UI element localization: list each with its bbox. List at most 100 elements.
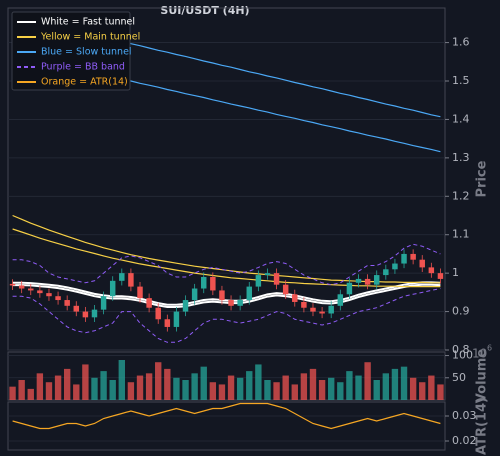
y-tick-label: 1.6 bbox=[452, 36, 470, 49]
indicator-line bbox=[12, 283, 441, 308]
atr-line bbox=[12, 402, 441, 430]
candle-body bbox=[100, 296, 107, 310]
scale-exponent: 6 bbox=[487, 344, 492, 353]
y-tick-label: 1.1 bbox=[452, 228, 470, 241]
candle-body bbox=[228, 300, 234, 306]
candle-body bbox=[46, 293, 52, 297]
scale-base: 10 bbox=[472, 347, 487, 361]
y-tick-label: 1.3 bbox=[452, 151, 470, 164]
candle-body bbox=[401, 253, 407, 264]
volume-bar bbox=[382, 373, 390, 400]
volume-bar bbox=[127, 382, 135, 400]
candle-body bbox=[173, 311, 180, 327]
plot-area bbox=[9, 360, 444, 400]
panel-frame bbox=[7, 351, 446, 401]
volume-bar bbox=[236, 377, 244, 400]
volume-bar bbox=[391, 368, 399, 400]
candle-body bbox=[28, 288, 34, 291]
candle-body bbox=[155, 307, 161, 320]
candle-body bbox=[410, 253, 416, 260]
y-tick-label: 1 bbox=[452, 266, 459, 279]
volume-bar bbox=[346, 371, 353, 400]
volume-bar bbox=[36, 373, 44, 400]
volume-bar bbox=[300, 373, 308, 400]
candle-body bbox=[328, 305, 334, 314]
volume-bar bbox=[100, 371, 107, 400]
candle-body bbox=[201, 276, 207, 289]
volume-bar bbox=[136, 375, 144, 400]
candle-body bbox=[428, 267, 435, 274]
candle-body bbox=[301, 301, 307, 308]
candle-body bbox=[364, 278, 371, 285]
y-tick-label: 0.8 bbox=[452, 343, 470, 356]
volume-bar bbox=[291, 384, 298, 400]
legend: White = Fast tunnel Yellow = Main tunnel B… bbox=[11, 11, 140, 91]
candle-body bbox=[128, 273, 134, 287]
candle-body bbox=[119, 273, 125, 281]
candle-body bbox=[191, 288, 198, 301]
candle-body bbox=[219, 290, 225, 301]
candle-body bbox=[419, 259, 425, 268]
volume-bar bbox=[255, 364, 262, 400]
volume-bar bbox=[18, 380, 25, 400]
volume-bar bbox=[9, 386, 16, 400]
legend-label: Orange = ATR(14) bbox=[41, 77, 128, 88]
volume-bar bbox=[437, 384, 444, 400]
candle-body bbox=[9, 283, 16, 286]
candle-body bbox=[137, 286, 143, 299]
volume-bar bbox=[27, 388, 34, 400]
volume-bar bbox=[91, 377, 98, 400]
y-tick-label: 50 bbox=[452, 371, 466, 384]
volume-bar bbox=[109, 380, 116, 400]
candle-body bbox=[164, 319, 171, 327]
volume-bar bbox=[264, 380, 271, 400]
candle-body bbox=[255, 275, 262, 287]
candle-body bbox=[64, 300, 70, 306]
legend-label: Blue = Slow tunnel bbox=[41, 47, 132, 58]
candle-body bbox=[273, 273, 280, 285]
plot-area bbox=[12, 402, 441, 430]
volume-bar bbox=[73, 384, 80, 400]
candle-body bbox=[246, 286, 252, 301]
y-tick-label: 1.4 bbox=[452, 112, 470, 125]
volume-bar bbox=[328, 377, 335, 400]
volume-bar bbox=[191, 373, 198, 400]
volume-bar bbox=[118, 360, 125, 400]
indicator-line bbox=[12, 228, 441, 288]
volume-bar bbox=[364, 362, 371, 400]
panel-frame bbox=[7, 401, 446, 451]
y-tick-label: 0.02 bbox=[452, 434, 477, 447]
y-tick-label: 1.5 bbox=[452, 74, 470, 87]
indicator-line bbox=[12, 281, 441, 306]
volume-bar bbox=[419, 382, 426, 400]
volume-bar bbox=[218, 384, 226, 400]
legend-label: Purple = BB band bbox=[41, 62, 125, 73]
candle-body bbox=[437, 273, 444, 279]
y-tick-label: 100 bbox=[452, 349, 473, 362]
candle-body bbox=[18, 285, 25, 289]
volume-bar bbox=[428, 375, 435, 400]
y-axis-label: Price bbox=[475, 160, 490, 197]
volume-bar bbox=[54, 375, 62, 400]
candle-body bbox=[109, 280, 116, 297]
volume-bar bbox=[173, 377, 180, 400]
volume-bar bbox=[337, 382, 344, 400]
volume-bar bbox=[82, 364, 89, 400]
y-axis-label: ATR(14) bbox=[475, 397, 490, 455]
candle-body bbox=[355, 278, 362, 283]
volume-bar bbox=[400, 366, 408, 400]
candle-body bbox=[37, 290, 43, 294]
volume-bar bbox=[246, 371, 253, 400]
volume-bar bbox=[355, 375, 362, 400]
candle-body bbox=[264, 273, 271, 276]
y-tick-label: 1.2 bbox=[452, 189, 470, 202]
volume-bar bbox=[63, 368, 71, 400]
candle-body bbox=[392, 263, 398, 270]
y-axis-label: Volume bbox=[475, 349, 490, 404]
volume-bar bbox=[200, 366, 207, 400]
legend-box bbox=[11, 11, 131, 91]
candle-body bbox=[237, 300, 243, 306]
volume-bar bbox=[164, 368, 171, 400]
y-tick-label: 0.9 bbox=[452, 305, 470, 318]
